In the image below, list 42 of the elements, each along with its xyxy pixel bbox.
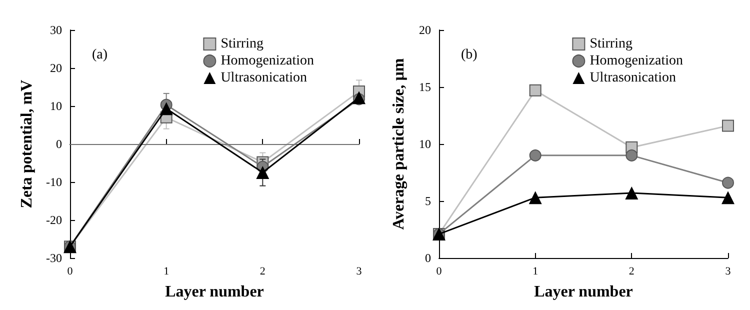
- y-tick-label: 20: [419, 23, 431, 37]
- y-tick-label: -20: [46, 213, 62, 227]
- x-tick-label: 0: [67, 266, 74, 278]
- y-tick-label: 5: [425, 194, 431, 208]
- y-axis-title: Average particle size, µm: [390, 58, 408, 230]
- y-axis-title: Zeta potential, mV: [18, 79, 36, 208]
- point: [722, 176, 734, 189]
- x-tick-label: 2: [260, 266, 266, 278]
- point: [160, 102, 173, 116]
- y-tick-label: 30: [50, 23, 62, 37]
- y-tick-label: 10: [50, 99, 62, 113]
- x-axis-title: Layer number: [165, 284, 264, 300]
- y-tick-label: 10: [419, 137, 431, 151]
- y-tick-label: -10: [46, 175, 62, 189]
- legend-label: Stirring: [220, 36, 264, 52]
- x-tick-label: 3: [725, 266, 732, 278]
- y-tick-label: 15: [419, 80, 431, 94]
- x-tick-label: 0: [436, 266, 442, 278]
- y-tick-label: 20: [50, 61, 62, 75]
- y-tick-label: -30: [46, 251, 62, 265]
- point: [625, 186, 638, 200]
- point: [626, 149, 638, 162]
- x-axis-title: Layer number: [534, 284, 633, 300]
- legend-label: Ultrasonication: [590, 70, 676, 86]
- x-tick-label: 2: [628, 266, 634, 278]
- x-tick-label: 1: [532, 266, 538, 278]
- point: [256, 166, 270, 179]
- legend-label: Stirring: [590, 36, 632, 52]
- point: [528, 191, 542, 204]
- point: [722, 191, 734, 204]
- point: [722, 120, 734, 132]
- legend-label: Homogenization: [590, 54, 683, 68]
- legend-label: Ultrasonication: [220, 70, 307, 86]
- point: [529, 84, 542, 96]
- x-tick-label: 1: [164, 266, 170, 278]
- legend-label: Homogenization: [220, 54, 314, 68]
- y-tick-label: 0: [56, 137, 62, 151]
- x-tick-label: 3: [356, 266, 362, 278]
- annotation: (b): [461, 48, 478, 62]
- annotation: (a): [92, 48, 108, 62]
- y-tick-label: 0: [425, 251, 431, 265]
- point: [529, 149, 542, 162]
